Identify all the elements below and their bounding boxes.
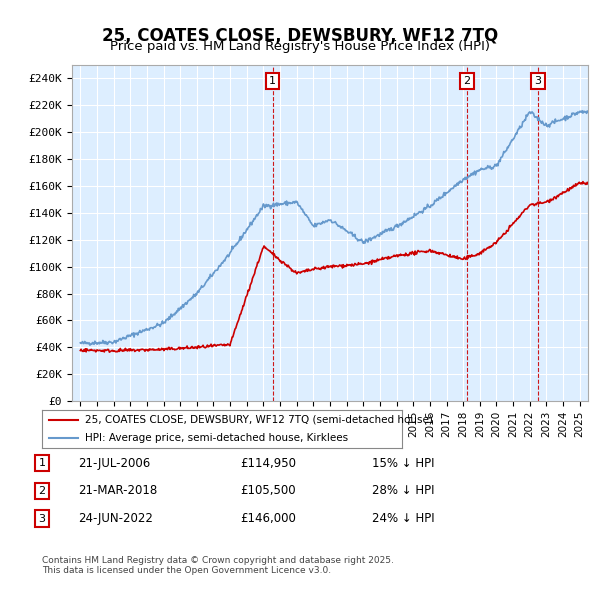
Text: 2: 2: [463, 76, 470, 86]
Text: 24% ↓ HPI: 24% ↓ HPI: [372, 512, 434, 525]
Text: £114,950: £114,950: [240, 457, 296, 470]
Text: 2: 2: [38, 486, 46, 496]
Text: 21-JUL-2006: 21-JUL-2006: [78, 457, 150, 470]
Text: 3: 3: [38, 514, 46, 523]
Text: 15% ↓ HPI: 15% ↓ HPI: [372, 457, 434, 470]
Text: 1: 1: [269, 76, 276, 86]
Text: 21-MAR-2018: 21-MAR-2018: [78, 484, 157, 497]
Text: £146,000: £146,000: [240, 512, 296, 525]
Text: 24-JUN-2022: 24-JUN-2022: [78, 512, 153, 525]
Text: £105,500: £105,500: [240, 484, 296, 497]
Text: 28% ↓ HPI: 28% ↓ HPI: [372, 484, 434, 497]
Text: HPI: Average price, semi-detached house, Kirklees: HPI: Average price, semi-detached house,…: [85, 432, 349, 442]
Text: Contains HM Land Registry data © Crown copyright and database right 2025.
This d: Contains HM Land Registry data © Crown c…: [42, 556, 394, 575]
Text: 3: 3: [534, 76, 541, 86]
Text: Price paid vs. HM Land Registry's House Price Index (HPI): Price paid vs. HM Land Registry's House …: [110, 40, 490, 53]
Text: 1: 1: [38, 458, 46, 468]
Text: 25, COATES CLOSE, DEWSBURY, WF12 7TQ: 25, COATES CLOSE, DEWSBURY, WF12 7TQ: [102, 27, 498, 45]
Text: 25, COATES CLOSE, DEWSBURY, WF12 7TQ (semi-detached house): 25, COATES CLOSE, DEWSBURY, WF12 7TQ (se…: [85, 415, 433, 425]
